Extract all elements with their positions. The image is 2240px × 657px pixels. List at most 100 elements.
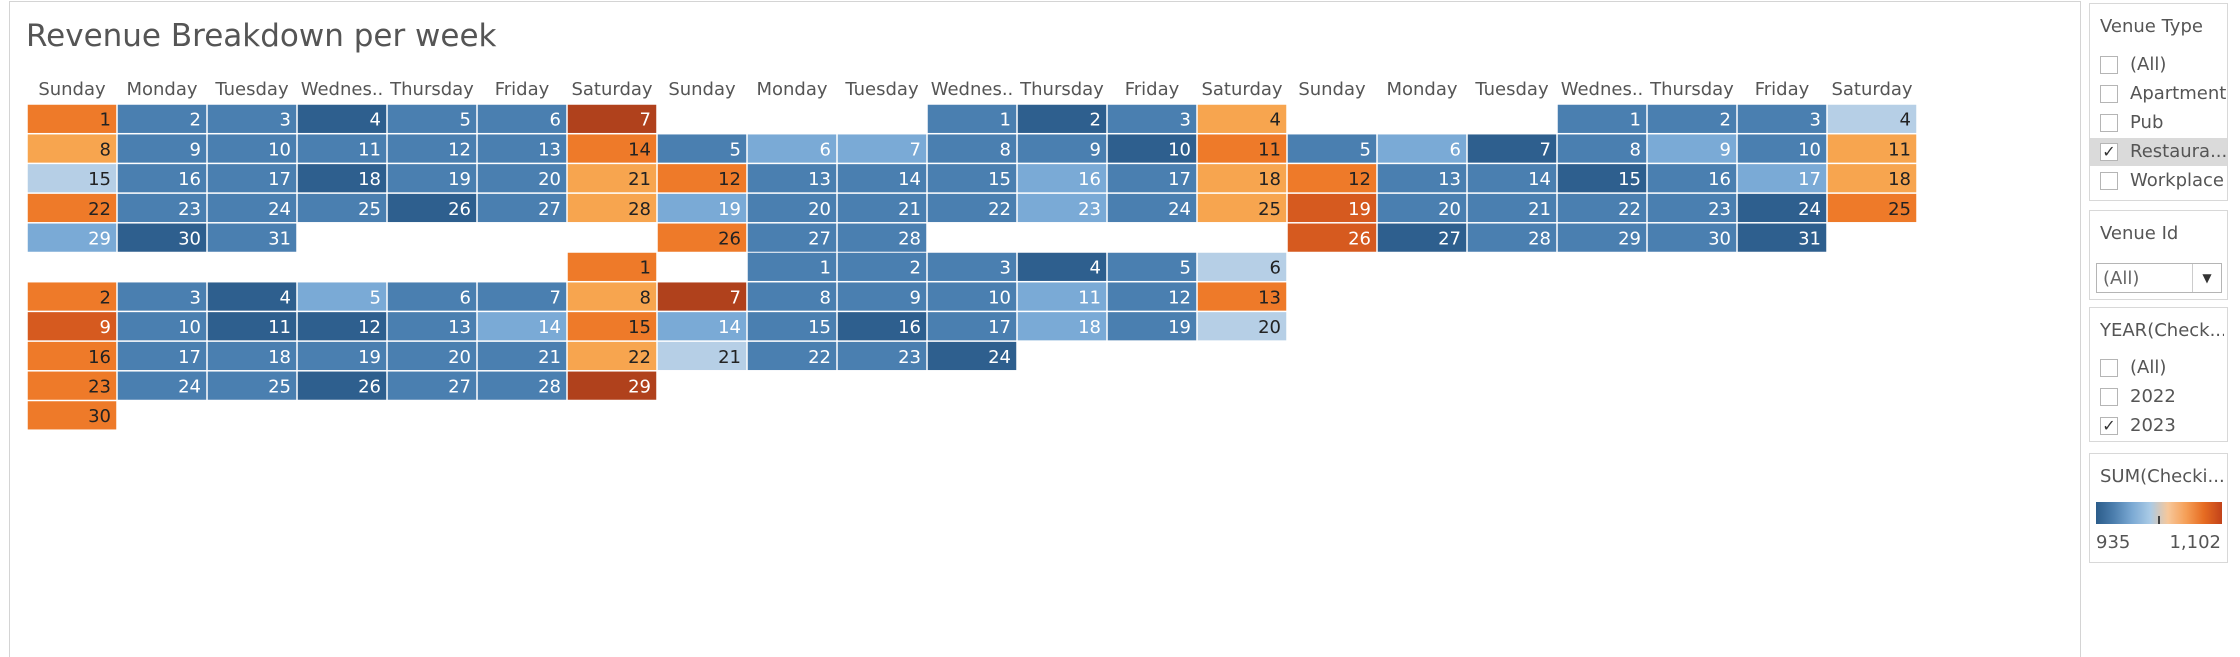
heatmap-cell[interactable]	[1737, 104, 1827, 133]
heatmap-cell[interactable]	[927, 104, 1017, 133]
heatmap-cell[interactable]	[477, 104, 567, 133]
heatmap-cell[interactable]	[837, 223, 927, 252]
check-icon[interactable]: ✓	[2100, 417, 2118, 435]
heatmap-cell[interactable]	[117, 193, 207, 223]
heatmap-cell[interactable]	[207, 312, 297, 341]
heatmap-cell[interactable]	[837, 282, 927, 311]
heatmap-cell[interactable]	[27, 282, 117, 311]
heatmap-cell[interactable]	[1197, 193, 1287, 223]
heatmap-cell[interactable]	[1737, 223, 1827, 252]
heatmap-cell[interactable]	[1737, 134, 1827, 163]
heatmap-cell[interactable]	[117, 223, 207, 252]
heatmap-cell[interactable]	[1107, 312, 1197, 341]
heatmap-cell[interactable]	[927, 164, 1017, 193]
heatmap-cell[interactable]	[567, 134, 657, 163]
heatmap-cell[interactable]	[837, 341, 927, 371]
heatmap-cell[interactable]	[927, 312, 1017, 341]
heatmap-cell[interactable]	[927, 252, 1017, 281]
heatmap-cell[interactable]	[747, 252, 837, 281]
venue-type-option-apartment[interactable]: Apartment	[2090, 80, 2227, 108]
venue-type-option-workplace[interactable]: Workplace	[2090, 167, 2227, 195]
heatmap-cell[interactable]	[1557, 193, 1647, 223]
heatmap-cell[interactable]	[387, 134, 477, 163]
heatmap-cell[interactable]	[1287, 134, 1377, 163]
heatmap-cell[interactable]	[117, 282, 207, 311]
heatmap-cell[interactable]	[117, 341, 207, 371]
heatmap-cell[interactable]	[1467, 164, 1557, 193]
heatmap-cell[interactable]	[117, 312, 207, 341]
heatmap-cell[interactable]	[207, 223, 297, 252]
heatmap-cell[interactable]	[477, 193, 567, 223]
heatmap-cell[interactable]	[747, 134, 837, 163]
venue-type-option-all[interactable]: (All)	[2090, 51, 2227, 79]
heatmap-cell[interactable]	[567, 164, 657, 193]
heatmap-cell[interactable]	[567, 341, 657, 371]
heatmap-cell[interactable]	[747, 223, 837, 252]
heatmap-cell[interactable]	[1377, 134, 1467, 163]
heatmap-cell[interactable]	[1017, 252, 1107, 281]
heatmap-cell[interactable]	[1377, 193, 1467, 223]
heatmap-cell[interactable]	[387, 312, 477, 341]
heatmap-cell[interactable]	[1557, 223, 1647, 252]
heatmap-cell[interactable]	[1827, 164, 1917, 193]
checkbox-icon[interactable]	[2100, 388, 2118, 406]
heatmap-cell[interactable]	[27, 104, 117, 133]
heatmap-cell[interactable]	[1557, 134, 1647, 163]
checkbox-icon[interactable]	[2100, 359, 2118, 377]
heatmap-cell[interactable]	[1647, 164, 1737, 193]
heatmap-cell[interactable]	[927, 341, 1017, 371]
heatmap-cell[interactable]	[567, 193, 657, 223]
heatmap-cell[interactable]	[1197, 164, 1287, 193]
heatmap-cell[interactable]	[837, 164, 927, 193]
heatmap-cell[interactable]	[207, 134, 297, 163]
heatmap-cell[interactable]	[207, 104, 297, 133]
heatmap-cell[interactable]	[1107, 193, 1197, 223]
venue-type-option-restaurant[interactable]: ✓ Restaura...	[2090, 138, 2227, 166]
heatmap-cell[interactable]	[1017, 134, 1107, 163]
heatmap-cell[interactable]	[1107, 252, 1197, 281]
heatmap-cell[interactable]	[1017, 282, 1107, 311]
heatmap-cell[interactable]	[657, 223, 747, 252]
heatmap-cell[interactable]	[927, 134, 1017, 163]
heatmap-cell[interactable]	[1107, 164, 1197, 193]
heatmap-cell[interactable]	[207, 282, 297, 311]
heatmap-cell[interactable]	[297, 282, 387, 311]
chevron-down-icon[interactable]: ▼	[2192, 264, 2221, 292]
heatmap-cell[interactable]	[747, 341, 837, 371]
checkbox-icon[interactable]	[2100, 172, 2118, 190]
heatmap-cell[interactable]	[1017, 104, 1107, 133]
heatmap-cell[interactable]	[27, 371, 117, 400]
heatmap-cell[interactable]	[27, 223, 117, 252]
heatmap-cell[interactable]	[1647, 104, 1737, 133]
heatmap-cell[interactable]	[1557, 104, 1647, 133]
heatmap-cell[interactable]	[1017, 164, 1107, 193]
heatmap-cell[interactable]	[117, 134, 207, 163]
heatmap-cell[interactable]	[1287, 193, 1377, 223]
heatmap-cell[interactable]	[27, 193, 117, 223]
heatmap-cell[interactable]	[1737, 193, 1827, 223]
heatmap-cell[interactable]	[747, 282, 837, 311]
heatmap-cell[interactable]	[297, 312, 387, 341]
heatmap-cell[interactable]	[27, 341, 117, 371]
heatmap-cell[interactable]	[1467, 223, 1557, 252]
year-option-2023[interactable]: ✓ 2023	[2090, 412, 2227, 440]
heatmap-cell[interactable]	[1197, 252, 1287, 281]
heatmap-cell[interactable]	[657, 193, 747, 223]
heatmap-cell[interactable]	[657, 312, 747, 341]
heatmap-cell[interactable]	[1557, 164, 1647, 193]
venue-id-dropdown[interactable]: (All) ▼	[2096, 263, 2222, 293]
heatmap-cell[interactable]	[1377, 223, 1467, 252]
checkbox-icon[interactable]	[2100, 114, 2118, 132]
checkbox-icon[interactable]	[2100, 85, 2118, 103]
year-option-2022[interactable]: 2022	[2090, 383, 2227, 411]
heatmap-cell[interactable]	[27, 401, 117, 430]
heatmap-cell[interactable]	[747, 193, 837, 223]
heatmap-cell[interactable]	[657, 282, 747, 311]
heatmap-cell[interactable]	[567, 371, 657, 400]
heatmap-cell[interactable]	[387, 164, 477, 193]
heatmap-cell[interactable]	[117, 164, 207, 193]
heatmap-cell[interactable]	[477, 341, 567, 371]
heatmap-cell[interactable]	[477, 164, 567, 193]
heatmap-cell[interactable]	[1377, 164, 1467, 193]
heatmap-cell[interactable]	[1827, 104, 1917, 133]
